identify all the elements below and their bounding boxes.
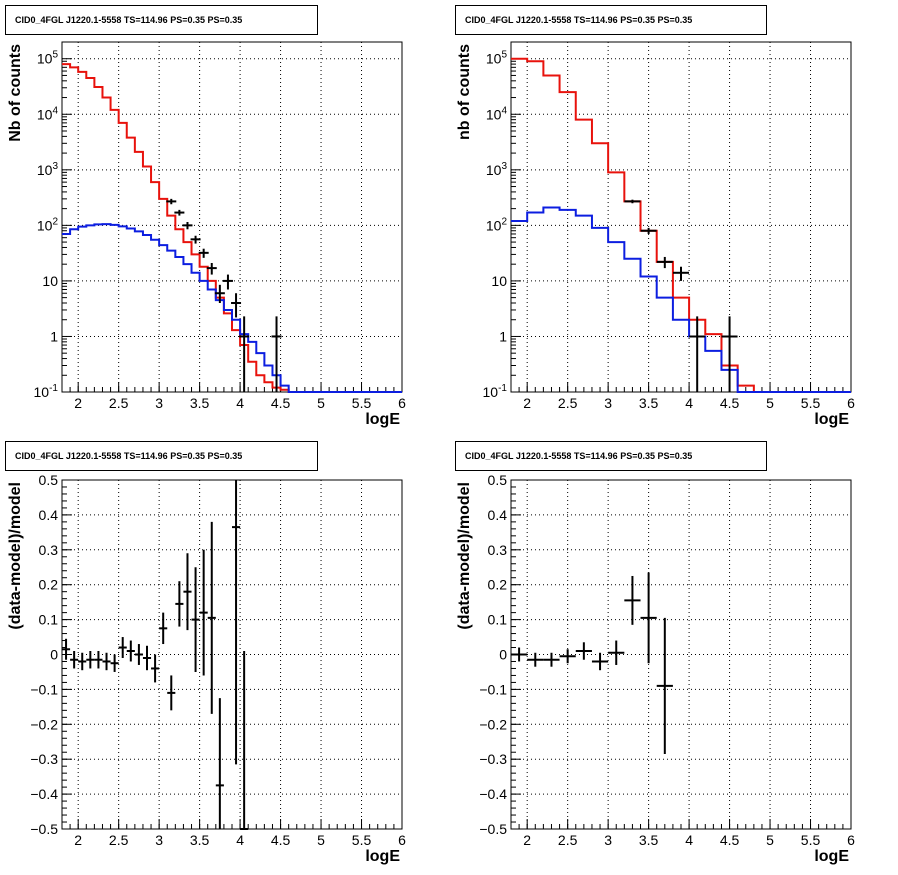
y-tick-label: −0.1 bbox=[30, 681, 58, 697]
y-tick-label: 0.1 bbox=[488, 612, 508, 628]
y-tick-label: −0.3 bbox=[479, 751, 507, 767]
y-tick-label: 103 bbox=[486, 161, 508, 178]
plot-3: 2 2.5 3 3.5 4 4.5 5 5.5 6 −0.5 −0.4 −0.3 −0.2 −0.1 0 0.… bbox=[456, 472, 855, 865]
y-tick-label: 102 bbox=[486, 216, 508, 233]
y-tick-label: 104 bbox=[486, 105, 508, 122]
plot-frame bbox=[61, 479, 403, 830]
panel-title-bottom-left: CID0_4FGL J1220.1-5558 TS=114.96 PS=0.35… bbox=[5, 441, 318, 471]
y-tick-label: −0.5 bbox=[479, 821, 507, 837]
y-tick-label: 105 bbox=[37, 50, 59, 67]
plot-1: 2 2.5 3 3.5 4 4.5 5 5.5 6 10-1 1 10 102 103 104 105 logE… bbox=[456, 41, 855, 428]
y-tick-label: 0.1 bbox=[39, 612, 59, 628]
y-tick-label: 105 bbox=[486, 50, 508, 67]
y-tick-label: 104 bbox=[37, 105, 59, 122]
x-tick-label: 6 bbox=[847, 832, 855, 848]
x-tick-label: 5.5 bbox=[801, 395, 821, 411]
y-tick-label: 10 bbox=[42, 273, 58, 289]
x-tick-label: 5 bbox=[766, 832, 774, 848]
y-tick-label: −0.5 bbox=[30, 821, 58, 837]
y-tick-label: −0.3 bbox=[30, 751, 58, 767]
y-tick-label: −0.4 bbox=[479, 786, 507, 802]
x-tick-label: 5 bbox=[766, 395, 774, 411]
x-tick-label: 2 bbox=[523, 395, 531, 411]
x-tick-label: 4 bbox=[685, 832, 693, 848]
y-tick-label: 0 bbox=[499, 647, 507, 663]
x-tick-label: 4.5 bbox=[271, 832, 291, 848]
y-tick-label: 0.3 bbox=[488, 542, 508, 558]
x-tick-label: 2.5 bbox=[558, 832, 578, 848]
y-tick-label: 0.2 bbox=[488, 577, 508, 593]
x-tick-label: 4.5 bbox=[720, 395, 740, 411]
y-tick-label: −0.4 bbox=[30, 786, 58, 802]
plot-2: 2 2.5 3 3.5 4 4.5 5 5.5 6 −0.5 −0.4 −0.3 −0.2 −0.1 0 0.… bbox=[7, 472, 406, 865]
x-tick-label: 3.5 bbox=[190, 832, 210, 848]
x-axis-label: logE bbox=[365, 411, 400, 428]
y-tick-label: 1 bbox=[499, 328, 507, 344]
x-tick-label: 3 bbox=[155, 395, 163, 411]
histogram-series-1 bbox=[511, 206, 851, 393]
x-tick-label: 2 bbox=[74, 395, 82, 411]
histogram-series-1 bbox=[62, 223, 402, 393]
y-tick-label: 0.4 bbox=[39, 507, 59, 523]
x-tick-label: 2.5 bbox=[109, 395, 129, 411]
y-tick-label: 0 bbox=[50, 647, 58, 663]
x-tick-label: 4 bbox=[236, 832, 244, 848]
x-tick-label: 4 bbox=[685, 395, 693, 411]
y-axis-label: (data-model)/model bbox=[456, 482, 473, 630]
y-tick-label: 0.5 bbox=[488, 472, 508, 488]
y-tick-label: 0.2 bbox=[39, 577, 59, 593]
x-tick-label: 2 bbox=[523, 832, 531, 848]
y-axis-label: (data-model)/model bbox=[7, 482, 24, 630]
panel-title-bottom-right: CID0_4FGL J1220.1-5558 TS=114.96 PS=0.35… bbox=[455, 441, 767, 471]
x-tick-label: 3.5 bbox=[639, 832, 659, 848]
x-tick-label: 5.5 bbox=[352, 832, 372, 848]
x-tick-label: 5 bbox=[317, 395, 325, 411]
x-tick-label: 6 bbox=[398, 395, 406, 411]
x-tick-label: 4.5 bbox=[720, 832, 740, 848]
x-tick-label: 3.5 bbox=[190, 395, 210, 411]
y-axis-label: nb of counts bbox=[456, 44, 473, 140]
x-axis-label: logE bbox=[814, 411, 849, 428]
x-axis-label: logE bbox=[365, 848, 400, 865]
x-tick-label: 3.5 bbox=[639, 395, 659, 411]
panel-title-top-right: CID0_4FGL J1220.1-5558 TS=114.96 PS=0.35… bbox=[455, 5, 767, 35]
y-tick-label: 0.5 bbox=[39, 472, 59, 488]
x-tick-label: 6 bbox=[847, 395, 855, 411]
x-tick-label: 4.5 bbox=[271, 395, 291, 411]
y-tick-label: 0.3 bbox=[39, 542, 59, 558]
plot-frame bbox=[61, 41, 403, 393]
x-tick-label: 2.5 bbox=[558, 395, 578, 411]
plot-frame bbox=[510, 41, 852, 393]
panel-title-top-left: CID0_4FGL J1220.1-5558 TS=114.96 PS=0.35… bbox=[5, 5, 318, 35]
y-tick-label: 10-1 bbox=[34, 383, 59, 400]
y-tick-label: 10-1 bbox=[483, 383, 508, 400]
y-tick-label: 102 bbox=[37, 216, 59, 233]
plot-0: 2 2.5 3 3.5 4 4.5 5 5.5 6 10-1 1 10 102 103 104 105 logE… bbox=[7, 41, 406, 428]
x-tick-label: 5.5 bbox=[352, 395, 372, 411]
x-tick-label: 3 bbox=[155, 832, 163, 848]
x-axis-label: logE bbox=[814, 848, 849, 865]
x-tick-label: 5 bbox=[317, 832, 325, 848]
x-tick-label: 3 bbox=[604, 832, 612, 848]
y-tick-label: 1 bbox=[50, 328, 58, 344]
y-tick-label: 0.4 bbox=[488, 507, 508, 523]
histogram-series-0 bbox=[62, 63, 402, 393]
x-tick-label: 2.5 bbox=[109, 832, 129, 848]
x-tick-label: 3 bbox=[604, 395, 612, 411]
x-tick-label: 4 bbox=[236, 395, 244, 411]
x-tick-label: 2 bbox=[74, 832, 82, 848]
x-tick-label: 5.5 bbox=[801, 832, 821, 848]
x-tick-label: 6 bbox=[398, 832, 406, 848]
y-tick-label: −0.2 bbox=[479, 716, 507, 732]
y-tick-label: 103 bbox=[37, 161, 59, 178]
y-tick-label: −0.2 bbox=[30, 716, 58, 732]
y-axis-label: Nb of counts bbox=[7, 44, 24, 142]
y-tick-label: −0.1 bbox=[479, 681, 507, 697]
y-tick-label: 10 bbox=[491, 273, 507, 289]
